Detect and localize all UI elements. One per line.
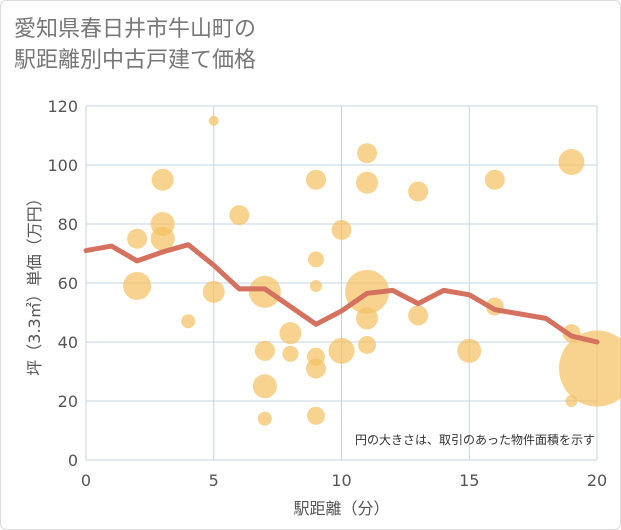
x-tick-label: 15	[459, 471, 479, 490]
chart-title: 愛知県春日井市牛山町の 駅距離別中古戸建て価格	[14, 14, 614, 76]
tick-labels: 0 5 10 15 20 0 20 40 60 80 100 120	[47, 97, 607, 490]
x-axis-label: 駅距離（分）	[293, 499, 389, 518]
data-bubble	[357, 143, 378, 164]
y-axis-label: 坪（3.3㎡）単価（万円）	[25, 190, 44, 375]
data-bubble	[408, 305, 429, 326]
data-bubble	[123, 271, 152, 300]
data-bubble	[282, 345, 299, 362]
data-bubble	[202, 280, 225, 303]
average-price-line	[83, 242, 600, 345]
data-bubble	[358, 335, 377, 354]
y-tick-label: 120	[47, 97, 78, 116]
y-tick-label: 40	[58, 333, 78, 352]
data-bubble	[151, 168, 174, 191]
data-bubble	[254, 340, 275, 361]
data-bubble	[229, 205, 250, 226]
data-bubble	[127, 228, 148, 249]
y-tick-label: 20	[58, 392, 78, 411]
x-tick-label: 20	[587, 471, 607, 490]
data-bubble	[305, 358, 326, 379]
y-tick-label: 0	[68, 451, 78, 470]
data-bubble	[305, 169, 326, 190]
data-bubble	[257, 411, 272, 426]
data-bubble	[484, 169, 505, 190]
x-tick-label: 0	[81, 471, 91, 490]
data-bubble	[457, 338, 482, 363]
data-bubble	[181, 314, 196, 329]
data-bubble	[356, 171, 379, 194]
y-tick-label: 100	[47, 156, 78, 175]
data-bubble	[309, 279, 322, 292]
x-tick-label: 10	[331, 471, 351, 490]
y-tick-label: 80	[58, 215, 78, 234]
bubble-size-note: 円の大きさは、取引のあった物件面積を示す	[355, 432, 595, 447]
data-bubble	[408, 181, 429, 202]
data-bubble	[356, 307, 379, 330]
data-bubble	[328, 337, 355, 364]
chart-title-line-2: 駅距離別中古戸建て価格	[14, 48, 257, 73]
data-bubble	[306, 406, 325, 425]
chart-title-line-1: 愛知県春日井市牛山町の	[14, 17, 257, 42]
y-tick-label: 60	[58, 274, 78, 293]
data-bubble	[559, 330, 621, 407]
data-bubble	[307, 251, 324, 268]
data-bubble	[150, 226, 175, 251]
data-bubble	[331, 219, 352, 240]
data-bubble	[252, 374, 277, 399]
data-bubble	[558, 149, 585, 176]
data-bubble	[279, 322, 302, 345]
x-tick-label: 5	[209, 471, 219, 490]
data-bubble	[208, 115, 219, 126]
